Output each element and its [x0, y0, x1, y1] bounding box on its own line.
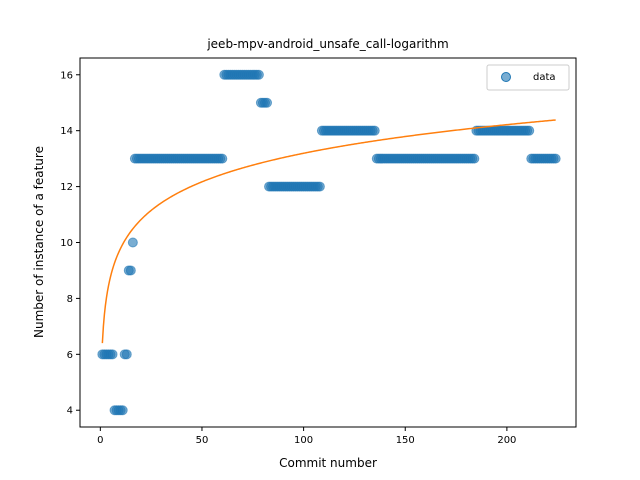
y-tick-label: 8 — [67, 294, 73, 305]
data-point — [469, 153, 480, 164]
legend-label-data: data — [533, 72, 556, 83]
y-axis: 4 6 8 10 12 14 16 — [60, 70, 80, 417]
data-point — [127, 237, 138, 248]
plot-area — [97, 69, 561, 416]
x-tick-label: 50 — [196, 435, 209, 446]
data-point — [117, 405, 128, 416]
data-point — [524, 125, 535, 136]
data-point — [253, 69, 264, 80]
legend-frame — [486, 64, 570, 91]
data-point — [217, 153, 228, 164]
axes-frame — [79, 57, 577, 428]
y-tick-label: 4 — [67, 406, 73, 417]
data-point — [369, 125, 380, 136]
y-axis-label: Number of instance of a feature — [32, 146, 46, 338]
y-tick-label: 6 — [67, 350, 73, 361]
data-point — [125, 265, 136, 276]
legend: data — [486, 64, 570, 91]
x-tick-label: 100 — [294, 435, 313, 446]
fit-line — [101, 119, 556, 344]
x-axis-label: Commit number — [279, 456, 377, 470]
data-point — [107, 349, 118, 360]
data-point — [121, 349, 132, 360]
y-tick-label: 16 — [60, 70, 73, 81]
legend-marker-data — [501, 72, 511, 82]
y-tick-label: 10 — [60, 238, 73, 249]
x-tick-label: 0 — [97, 435, 103, 446]
x-tick-label: 150 — [396, 435, 415, 446]
data-point — [314, 181, 325, 192]
x-axis: 0 50 100 150 200 — [97, 427, 516, 446]
x-tick-label: 200 — [497, 435, 516, 446]
chart-title: jeeb-mpv-android_unsafe_call-logarithm — [206, 37, 448, 51]
y-tick-label: 14 — [60, 126, 73, 137]
data-point — [550, 153, 561, 164]
y-tick-label: 12 — [60, 182, 73, 193]
data-point — [262, 97, 273, 108]
